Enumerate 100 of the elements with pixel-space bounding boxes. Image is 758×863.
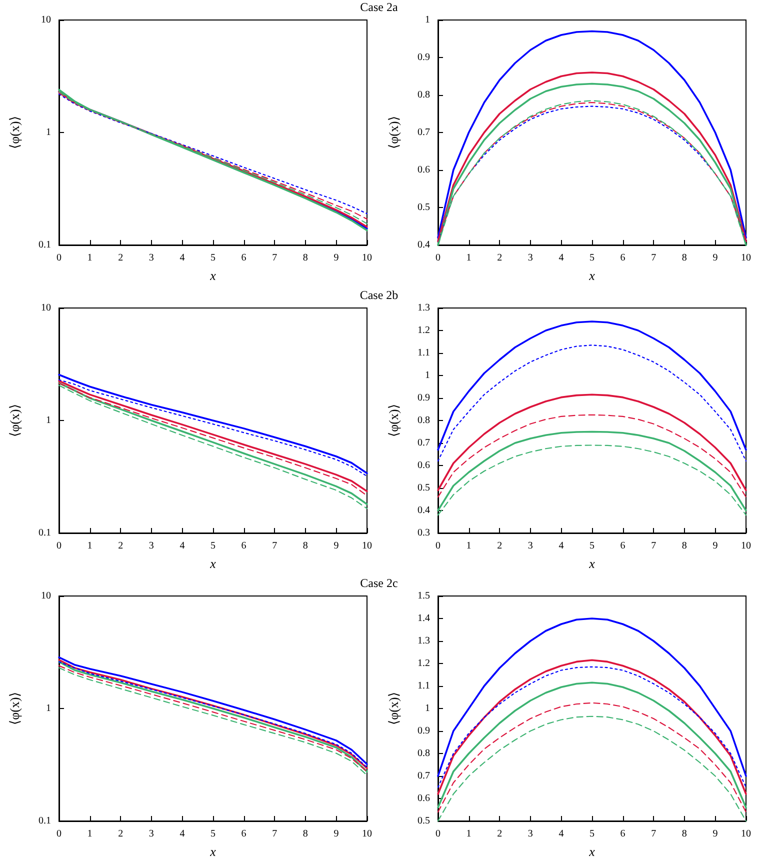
y-tick-label: 0.3 (418, 528, 430, 538)
x-tick-label: 0 (436, 252, 440, 264)
x-tick-label: 10 (741, 828, 751, 840)
y-axis-title: ⟨φ(x)⟩ (386, 116, 401, 149)
x-tick-label: 2 (118, 252, 124, 264)
y-tick-label: 0.1 (38, 816, 51, 826)
x-tick-label: 6 (241, 540, 246, 552)
x-tick-label: 6 (620, 540, 626, 552)
chart-title: Case 2c (359, 576, 399, 590)
x-tick-label: 5 (590, 252, 594, 264)
y-tick-label: 1.3 (418, 636, 430, 646)
x-tick-label: 10 (362, 828, 372, 840)
y-tick-label: 1.4 (418, 613, 430, 624)
line-series (437, 414, 747, 498)
y-tick-label: 0.5 (418, 482, 430, 494)
x-tick-label: 1 (87, 540, 92, 552)
x-axis-title: x (209, 556, 216, 571)
y-tick-label: 0.9 (418, 726, 430, 736)
x-tick-label: 2 (118, 828, 124, 840)
x-tick-label: 1 (87, 828, 92, 840)
y-tick-label: 10 (41, 302, 51, 314)
x-tick-label: 7 (272, 540, 278, 552)
x-tick-label: 9 (334, 252, 339, 264)
y-tick-label: 0.5 (418, 202, 430, 213)
x-tick-label: 9 (712, 252, 718, 264)
y-tick-label: 1.3 (418, 302, 430, 314)
x-tick-label: 2 (497, 252, 502, 264)
x-tick-label: 6 (620, 828, 626, 840)
y-axis-title: ⟨φ(x)⟩ (7, 116, 22, 149)
x-tick-label: 3 (528, 252, 533, 264)
x-tick-label: 6 (620, 252, 626, 264)
x-tick-label: 10 (362, 252, 372, 264)
y-tick-label: 0.1 (38, 528, 51, 538)
y-tick-label: 0.5 (418, 816, 430, 826)
x-axis-title: x (209, 844, 216, 859)
y-tick-label: 1.2 (418, 658, 430, 669)
x-tick-label: 3 (528, 540, 533, 552)
x-tick-label: 9 (712, 540, 718, 552)
y-tick-label: 0.9 (418, 52, 430, 63)
x-tick-label: 10 (741, 540, 751, 552)
x-tick-label: 10 (362, 540, 372, 552)
y-axis-title: ⟨φ(x)⟩ (7, 404, 22, 437)
y-tick-label: 0.6 (418, 793, 430, 804)
x-tick-label: 7 (651, 540, 656, 552)
x-tick-label: 2 (497, 540, 502, 552)
line-series (437, 394, 747, 492)
y-tick-label: 0.8 (418, 90, 430, 100)
x-tick-label: 2 (118, 540, 124, 552)
y-tick-label: 1 (425, 370, 430, 381)
x-tick-label: 4 (558, 828, 564, 840)
y-tick-label: 0.4 (418, 240, 430, 250)
x-tick-label: 7 (651, 828, 656, 840)
y-tick-label: 0.8 (418, 748, 430, 759)
x-axis-title: x (588, 556, 596, 571)
x-tick-label: 6 (241, 252, 246, 264)
x-tick-label: 0 (56, 828, 62, 840)
x-axis-title: x (588, 844, 596, 859)
x-tick-label: 4 (180, 540, 185, 552)
y-tick-label: 1 (46, 703, 51, 714)
line-series (437, 30, 747, 238)
x-tick-label: 4 (558, 540, 564, 552)
y-tick-label: 1.1 (418, 680, 430, 692)
y-axis-title: ⟨φ(x)⟩ (7, 692, 22, 725)
x-tick-label: 7 (651, 252, 656, 264)
line-series (437, 344, 747, 462)
x-tick-label: 8 (302, 252, 308, 264)
y-tick-label: 1.5 (418, 590, 430, 602)
chart-title: Case 2a (359, 0, 399, 14)
x-tick-label: 1 (466, 540, 472, 552)
x-tick-label: 5 (210, 828, 216, 840)
y-tick-label: 0.7 (418, 438, 430, 448)
line-series (437, 702, 747, 813)
x-tick-label: 9 (712, 828, 718, 840)
x-tick-label: 9 (334, 540, 339, 552)
y-tick-label: 1.1 (418, 348, 430, 358)
x-tick-label: 1 (87, 252, 92, 264)
x-tick-label: 7 (272, 828, 278, 840)
x-tick-label: 0 (56, 252, 62, 264)
y-axis-title: ⟨φ(x)⟩ (386, 404, 401, 437)
y-tick-label: 0.1 (38, 240, 51, 250)
x-tick-label: 1 (466, 828, 472, 840)
x-tick-label: 6 (241, 828, 246, 840)
line-series (437, 320, 747, 451)
y-tick-label: 0.7 (418, 127, 430, 138)
x-tick-label: 4 (180, 252, 185, 264)
x-tick-label: 2 (497, 828, 502, 840)
x-tick-label: 5 (590, 828, 594, 840)
y-tick-label: 0.9 (418, 392, 430, 404)
x-tick-label: 1 (466, 252, 472, 264)
y-tick-label: 1.2 (418, 325, 430, 336)
x-tick-label: 3 (528, 828, 533, 840)
x-tick-label: 3 (148, 540, 154, 552)
y-tick-label: 1 (46, 415, 51, 426)
x-tick-label: 10 (741, 252, 751, 264)
y-tick-label: 10 (41, 590, 51, 602)
x-tick-label: 8 (302, 540, 308, 552)
y-tick-label: 0.6 (418, 460, 430, 471)
y-tick-label: 1 (425, 14, 430, 26)
x-tick-label: 0 (436, 828, 440, 840)
x-tick-label: 5 (210, 252, 216, 264)
